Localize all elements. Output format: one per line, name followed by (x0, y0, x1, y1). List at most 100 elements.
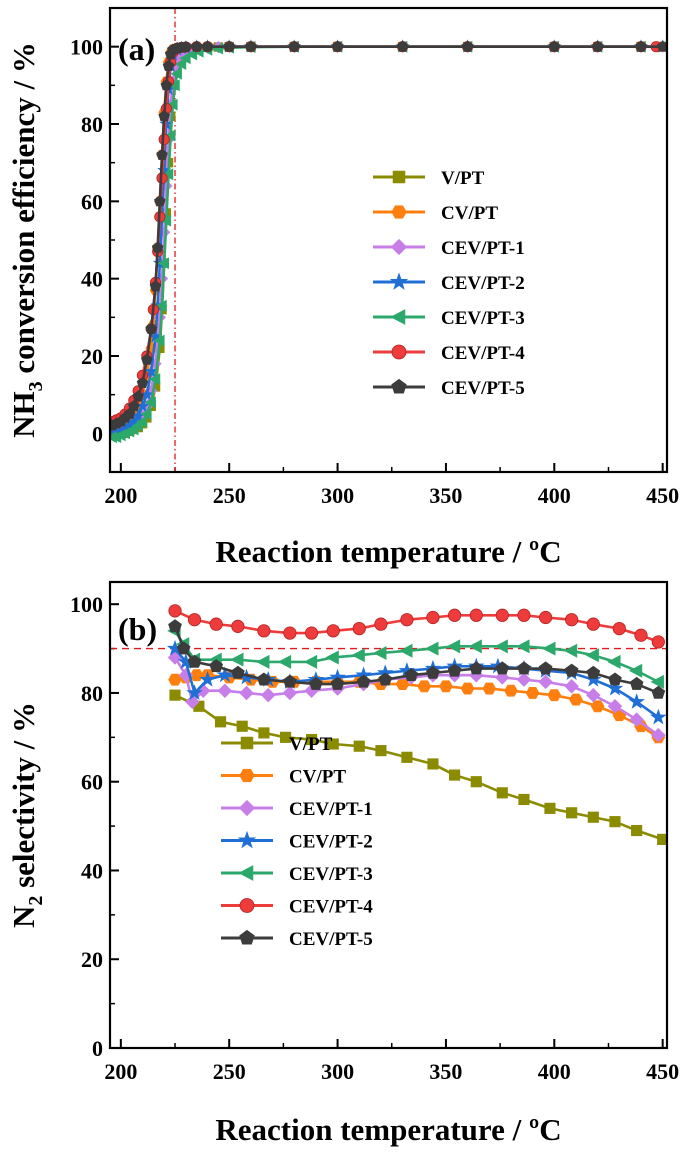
data-point-cev-pt-5 (564, 663, 579, 677)
data-point-cev-pt-4 (257, 624, 271, 638)
y-tick-label: 80 (81, 681, 103, 706)
data-point-cev-pt-3 (351, 648, 365, 663)
data-point-cev-pt-3 (425, 641, 439, 656)
legend-item-cv-pt: CV/PT (221, 767, 346, 788)
chart-panel-a: 200 250 300 350 400 450 0 20 40 60 80 100 (a) V/PT CV/… (6, 6, 679, 569)
y-tick-label: 0 (92, 1036, 103, 1061)
legend-marker (390, 309, 406, 325)
y-axis-title-rest: conversion efficiency / % (6, 42, 41, 381)
data-point-cev-pt-1 (607, 699, 623, 714)
data-point-v-pt (631, 824, 643, 837)
data-point-cv-pt (547, 689, 562, 702)
legend-label: CEV/PT-5 (289, 929, 373, 950)
data-point-cev-pt-5 (591, 40, 604, 52)
y-axis-title-main: N (6, 906, 41, 928)
data-point-cev-pt-4 (539, 610, 553, 625)
data-point-cev-pt-5 (231, 665, 245, 679)
y-tick-label: 40 (81, 267, 103, 292)
data-point-cev-pt-4 (187, 613, 202, 627)
legend-label: CEV/PT-4 (441, 343, 525, 364)
data-point-cev-pt-4 (209, 617, 223, 631)
legend-marker (239, 898, 255, 913)
data-point-cev-pt-3 (303, 654, 318, 669)
data-point-cev-pt-5 (331, 40, 344, 52)
data-point-cev-pt-2 (186, 684, 203, 700)
series-line-cev-pt-4 (111, 45, 657, 423)
data-point-v-pt (566, 807, 578, 819)
legend-item-cev-pt-1: CEV/PT-1 (373, 238, 525, 259)
legend-item-v-pt: V/PT (221, 734, 333, 755)
x-tick-label: 350 (429, 483, 462, 508)
y-tick-label: 0 (92, 421, 103, 446)
y-axis-title-subscript: 3 (25, 381, 47, 391)
data-point-cev-pt-3 (164, 129, 176, 142)
data-point-cev-pt-3 (148, 373, 161, 386)
data-point-cev-pt-3 (174, 58, 187, 71)
data-point-cev-pt-4 (469, 608, 483, 622)
series-line-cv-pt (111, 45, 663, 431)
data-point-cev-pt-5 (651, 685, 666, 699)
y-tick-label: 20 (81, 947, 103, 972)
data-point-cev-pt-5 (330, 676, 345, 690)
series-cev-pt-1 (110, 40, 667, 440)
data-point-cev-pt-4 (495, 608, 509, 622)
data-point-cev-pt-5 (145, 322, 157, 334)
x-tick-label: 200 (104, 483, 137, 508)
legend-item-cev-pt-3: CEV/PT-3 (373, 308, 525, 329)
data-point-cev-pt-4 (651, 635, 665, 649)
series-group (110, 39, 667, 444)
data-point-cev-pt-5 (190, 40, 203, 52)
series-cev-pt-4 (110, 41, 662, 428)
legend-item-v-pt: V/PT (373, 168, 485, 189)
series-line-v-pt (174, 693, 664, 841)
data-point-cev-pt-4 (426, 610, 440, 625)
data-point-cev-pt-1 (282, 685, 298, 701)
data-point-cev-pt-5 (396, 40, 409, 52)
legend-item-cev-pt-5: CEV/PT-5 (373, 378, 525, 399)
data-point-cev-pt-5 (180, 40, 192, 52)
plot-frame (108, 6, 669, 474)
data-point-v-pt (609, 816, 621, 828)
data-point-cev-pt-3 (170, 67, 182, 80)
data-point-cev-pt-5 (447, 663, 462, 677)
series-cev-pt-5 (168, 619, 666, 699)
data-point-cv-pt (569, 693, 583, 706)
x-axis-title: Reaction temperature / ºC (215, 1112, 561, 1147)
legend-item-cev-pt-4: CEV/PT-4 (373, 343, 525, 364)
series-line-cev-pt-5 (111, 45, 663, 427)
data-point-cev-pt-3 (256, 654, 270, 669)
data-point-v-pt (470, 776, 482, 788)
x-tick-label: 250 (213, 483, 246, 508)
data-point-v-pt (375, 745, 387, 757)
data-point-cev-pt-5 (404, 668, 419, 682)
data-point-cev-pt-3 (157, 257, 169, 270)
legend-marker (389, 272, 409, 290)
data-point-cev-pt-5 (160, 79, 173, 91)
legend-label: CEV/PT-4 (289, 897, 373, 918)
data-point-cev-pt-1 (239, 685, 254, 701)
data-point-cev-pt-2 (199, 670, 216, 687)
data-point-cv-pt (504, 684, 518, 697)
legend-marker (391, 344, 407, 360)
data-point-cev-pt-5 (586, 665, 601, 679)
data-point-v-pt (518, 793, 530, 806)
data-point-cev-pt-4 (586, 617, 600, 631)
data-point-cev-pt-4 (352, 621, 366, 636)
data-point-cev-pt-5 (187, 654, 202, 668)
legend-marker (392, 170, 406, 184)
data-point-cev-pt-3 (325, 650, 339, 665)
data-point-cev-pt-5 (209, 659, 224, 673)
legend-marker (391, 378, 407, 394)
data-point-cev-pt-4 (634, 628, 648, 642)
legend-marker (237, 830, 257, 849)
data-point-cev-pt-4 (326, 624, 340, 638)
data-point-cev-pt-5 (356, 674, 371, 688)
data-point-cev-pt-4 (517, 608, 531, 622)
series-cv-pt (110, 41, 667, 435)
series-cev-pt-3 (110, 40, 667, 444)
data-point-cev-pt-5 (154, 195, 166, 207)
data-point-cev-pt-3 (585, 648, 599, 663)
data-point-cev-pt-1 (651, 727, 666, 743)
data-point-v-pt (449, 769, 461, 781)
data-point-cev-pt-2 (650, 708, 667, 725)
